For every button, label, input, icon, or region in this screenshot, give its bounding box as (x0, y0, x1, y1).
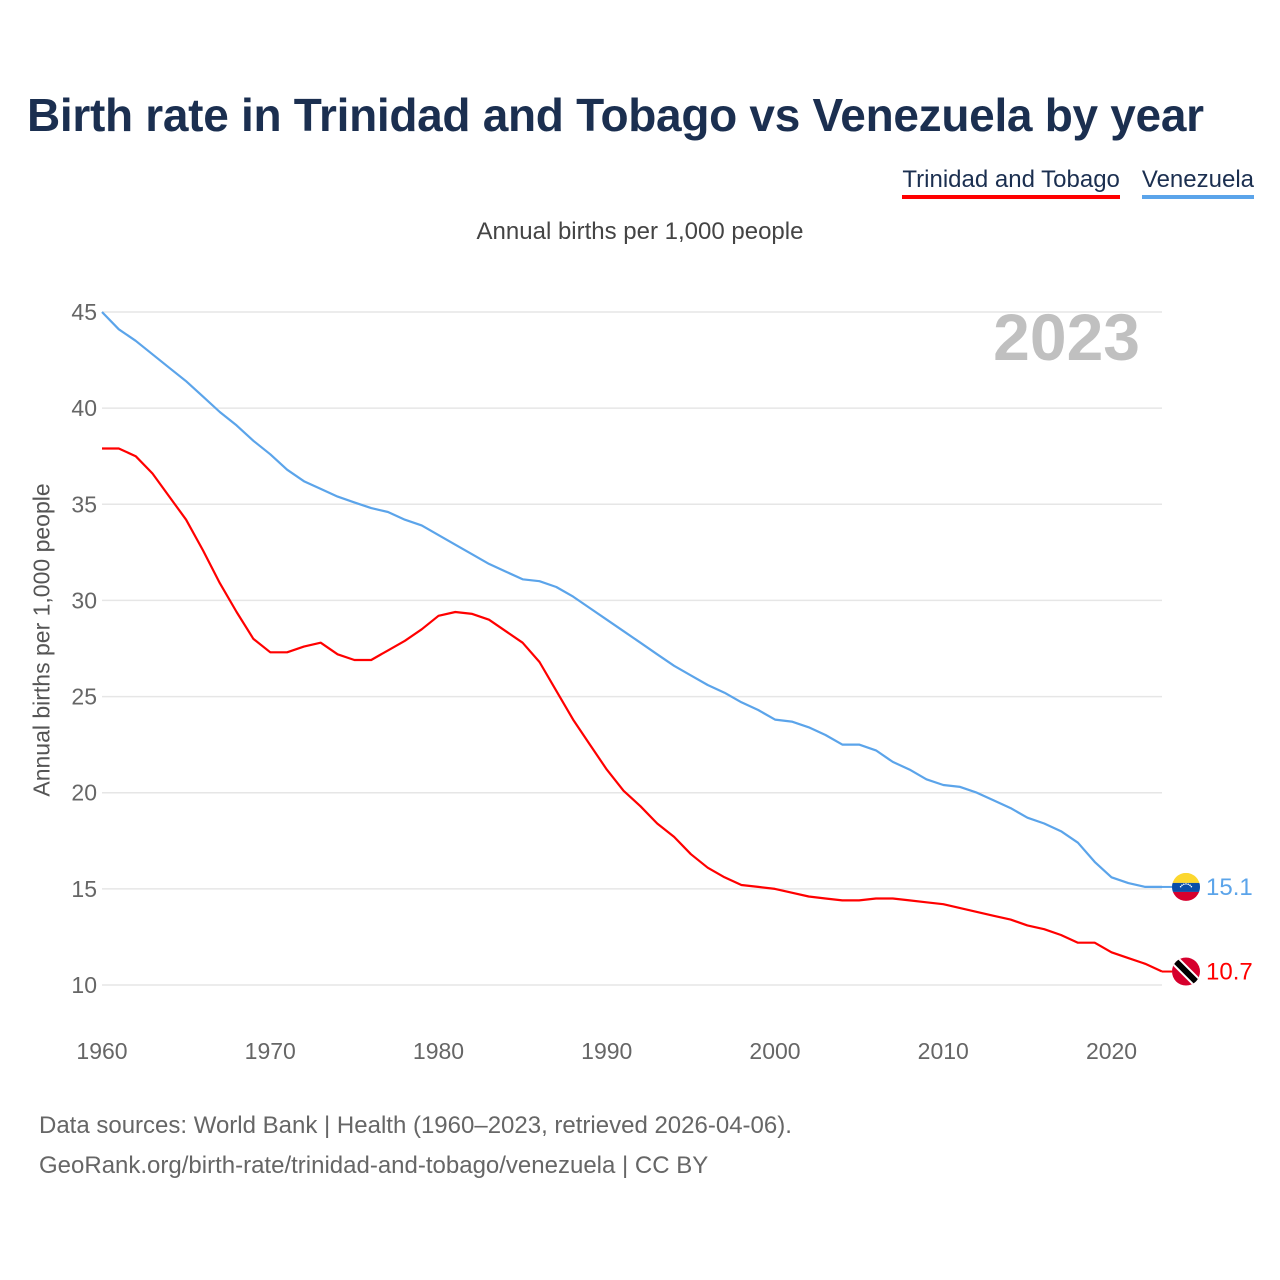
legend-item-venezuela[interactable]: Venezuela (1141, 166, 1254, 199)
y-tick-label: 30 (71, 587, 97, 613)
x-tick-label: 2010 (918, 1038, 969, 1064)
y-tick-label: 40 (71, 395, 97, 421)
y-tick-label: 25 (71, 684, 97, 710)
trinidad-and-tobago-flag-icon (1172, 957, 1200, 986)
legend: Trinidad and Tobago Venezuela (902, 166, 1254, 199)
source-url-link[interactable]: GeoRank.org/birth-rate/trinidad-and-toba… (39, 1152, 709, 1179)
chart-subtitle: Annual births per 1,000 people (476, 218, 804, 245)
y-tick-label: 15 (71, 876, 97, 902)
year-label: 2023 (993, 300, 1140, 374)
x-tick-label: 1990 (581, 1038, 632, 1064)
chart-title: Birth rate in Trinidad and Tobago vs Ven… (27, 89, 1204, 141)
end-value-label: 15.1 (1206, 874, 1253, 901)
x-tick-label: 2000 (749, 1038, 800, 1064)
venezuela-flag-icon (1172, 872, 1200, 901)
y-tick-label: 35 (71, 491, 97, 517)
x-tick-label: 1980 (413, 1038, 464, 1064)
end-value-label: 10.7 (1206, 959, 1253, 986)
series-line-venezuela (101, 311, 1162, 889)
legend-item-trinidad-and-tobago[interactable]: Trinidad and Tobago (902, 166, 1120, 199)
y-tick-label: 10 (71, 972, 97, 998)
y-tick-label: 45 (71, 299, 97, 325)
footer: Data sources: World Bank | Health (1960–… (39, 1106, 792, 1186)
y-tick-label: 20 (71, 780, 97, 806)
x-tick-label: 2020 (1086, 1038, 1137, 1064)
x-tick-label: 1960 (76, 1038, 127, 1064)
x-tick-label: 1970 (245, 1038, 296, 1064)
series-line-trinidad-and-tobago (102, 447, 1163, 973)
data-source-text: Data sources: World Bank | Health (1960–… (39, 1112, 792, 1139)
